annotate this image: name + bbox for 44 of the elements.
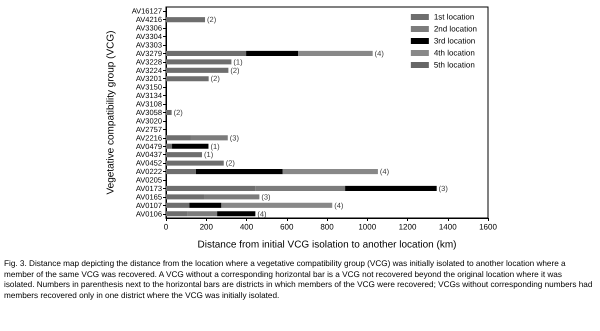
- bar: [166, 211, 188, 216]
- x-tick-label: 200: [200, 222, 214, 232]
- bar: [166, 50, 246, 56]
- x-tick-label: 1000: [358, 222, 377, 232]
- bar: [246, 50, 298, 56]
- bar: [166, 76, 209, 82]
- x-tick-label: 1200: [398, 222, 417, 232]
- bar: [166, 202, 190, 208]
- x-tick-label: 1600: [479, 222, 498, 232]
- x-tick-label: 400: [240, 222, 254, 232]
- x-tick-label: 800: [320, 222, 334, 232]
- x-axis-title: Distance from initial VCG isolation to another location (km): [198, 240, 456, 250]
- bar: [166, 169, 196, 174]
- bar: [221, 202, 332, 208]
- legend-label: 1st location: [434, 12, 474, 22]
- bar: [166, 152, 202, 158]
- bar: [166, 144, 172, 149]
- bar: [189, 202, 222, 208]
- x-tick-label: 600: [280, 222, 294, 232]
- bar: [204, 194, 260, 200]
- bar: [255, 186, 346, 191]
- bar: [166, 59, 232, 64]
- bar: [298, 50, 373, 56]
- bar: [166, 68, 228, 73]
- legend-label: 3rd location: [434, 36, 476, 46]
- legend-label: 2nd location: [434, 24, 478, 34]
- bar: [166, 17, 206, 22]
- legend-label: 4th location: [434, 48, 475, 58]
- bar: [166, 135, 191, 140]
- bar: [190, 135, 228, 140]
- bar: [166, 186, 256, 191]
- bar: [166, 110, 172, 116]
- x-tick-label: 1400: [438, 222, 458, 232]
- bar: [188, 211, 218, 216]
- bar: [196, 169, 283, 174]
- bar: [166, 160, 224, 166]
- bar: [172, 144, 208, 149]
- bar: [345, 186, 437, 191]
- x-tick-label: 0: [164, 222, 169, 232]
- bar: [166, 194, 204, 200]
- caption: Fig. 3. Distance map depicting the distance from the location where a vegetative compatibility group (VCG) was initially isolated to another location where a member of the same VCG was recovered. A VCG without a corresponding horizontal bar is a VCG not recovered beyond the original location where it was isolated. Numbers in parenthesis next to the horizontal bars are districts in which members of the VCG were recovered; VCGs without corresponding numbers had members recovered only in one district where the VCG was initially isolated.: [3, 258, 594, 301]
- legend-label: 5th location: [434, 60, 475, 70]
- bar: [282, 169, 378, 174]
- y-axis-title: Vegetative compatibility group (VCG): [106, 30, 116, 194]
